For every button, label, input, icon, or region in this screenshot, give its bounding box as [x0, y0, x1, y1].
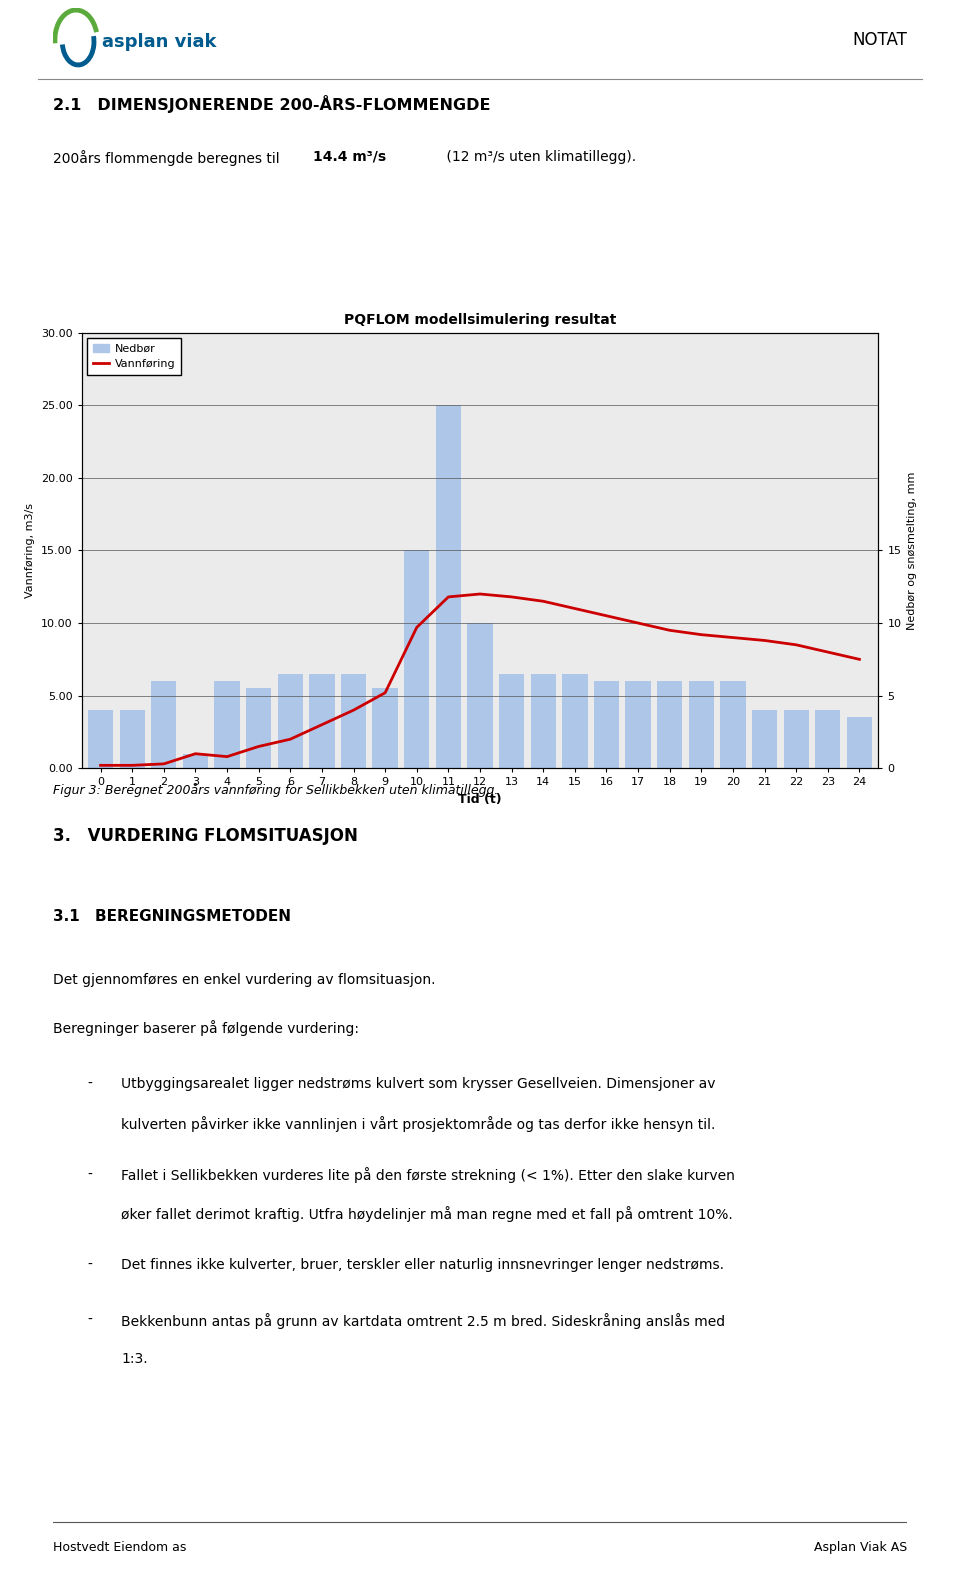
Bar: [120, 710, 145, 768]
Bar: [720, 681, 746, 768]
Text: -: -: [87, 1258, 92, 1272]
Bar: [404, 551, 429, 768]
Text: Asplan Viak AS: Asplan Viak AS: [814, 1541, 907, 1554]
Text: Det finnes ikke kulverter, bruer, terskler eller naturlig innsnevringer lenger n: Det finnes ikke kulverter, bruer, terskl…: [121, 1258, 724, 1272]
Legend: Nedbør, Vannføring: Nedbør, Vannføring: [87, 339, 181, 375]
Text: (12 m³/s uten klimatillegg).: (12 m³/s uten klimatillegg).: [442, 150, 636, 163]
Text: øker fallet derimot kraftig. Utfra høydelinjer må man regne med et fall på omtre: øker fallet derimot kraftig. Utfra høyde…: [121, 1207, 732, 1223]
Bar: [626, 681, 651, 768]
Text: -: -: [87, 1077, 92, 1091]
Text: 3. VURDERING FLOMSITUASJON: 3. VURDERING FLOMSITUASJON: [53, 827, 358, 846]
Bar: [688, 681, 714, 768]
Bar: [847, 718, 872, 768]
X-axis label: Tid (t): Tid (t): [458, 794, 502, 806]
Bar: [182, 754, 208, 768]
Bar: [246, 689, 272, 768]
Bar: [309, 673, 334, 768]
Bar: [341, 673, 366, 768]
Text: 2.1 DIMENSJONERENDE 200-ÅRS-FLOMMENGDE: 2.1 DIMENSJONERENDE 200-ÅRS-FLOMMENGDE: [53, 95, 491, 112]
Bar: [277, 673, 303, 768]
Bar: [499, 673, 524, 768]
Bar: [151, 681, 177, 768]
Text: Hostvedt Eiendom as: Hostvedt Eiendom as: [53, 1541, 186, 1554]
Text: Bekkenbunn antas på grunn av kartdata omtrent 2.5 m bred. Sideskråning anslås me: Bekkenbunn antas på grunn av kartdata om…: [121, 1313, 725, 1329]
Bar: [815, 710, 840, 768]
Text: 1:3.: 1:3.: [121, 1351, 148, 1365]
Bar: [214, 681, 240, 768]
Text: Utbyggingsarealet ligger nedstrøms kulvert som krysser Gesellveien. Dimensjoner : Utbyggingsarealet ligger nedstrøms kulve…: [121, 1077, 715, 1091]
Text: kulverten påvirker ikke vannlinjen i vårt prosjektområde og tas derfor ikke hens: kulverten påvirker ikke vannlinjen i vår…: [121, 1115, 715, 1133]
Y-axis label: Nedbør og snøsmelting, mm: Nedbør og snøsmelting, mm: [907, 472, 917, 629]
Text: asplan viak: asplan viak: [103, 33, 217, 51]
Bar: [372, 689, 397, 768]
Text: NOTAT: NOTAT: [852, 30, 907, 49]
Bar: [594, 681, 619, 768]
Title: PQFLOM modellsimulering resultat: PQFLOM modellsimulering resultat: [344, 314, 616, 328]
Text: 3.1 BEREGNINGSMETODEN: 3.1 BEREGNINGSMETODEN: [53, 909, 291, 923]
Text: 200års flommengde beregnes til: 200års flommengde beregnes til: [53, 150, 284, 166]
Bar: [783, 710, 809, 768]
Text: -: -: [87, 1167, 92, 1182]
Bar: [657, 681, 683, 768]
Text: -: -: [87, 1313, 92, 1327]
Bar: [436, 406, 461, 768]
Bar: [468, 623, 492, 768]
Bar: [531, 673, 556, 768]
Bar: [563, 673, 588, 768]
Bar: [752, 710, 778, 768]
Text: Fallet i Sellikbekken vurderes lite på den første strekning (< 1%). Etter den sl: Fallet i Sellikbekken vurderes lite på d…: [121, 1167, 735, 1183]
Text: Det gjennomføres en enkel vurdering av flomsituasjon.: Det gjennomføres en enkel vurdering av f…: [53, 973, 435, 987]
Text: Beregninger baserer på følgende vurdering:: Beregninger baserer på følgende vurderin…: [53, 1020, 359, 1036]
Text: 14.4 m³/s: 14.4 m³/s: [313, 150, 387, 163]
Bar: [88, 710, 113, 768]
Text: Figur 3: Beregnet 200års vannføring for Sellikbekken uten klimatillegg.: Figur 3: Beregnet 200års vannføring for …: [53, 784, 498, 797]
Y-axis label: Vannføring, m3/s: Vannføring, m3/s: [25, 504, 36, 597]
